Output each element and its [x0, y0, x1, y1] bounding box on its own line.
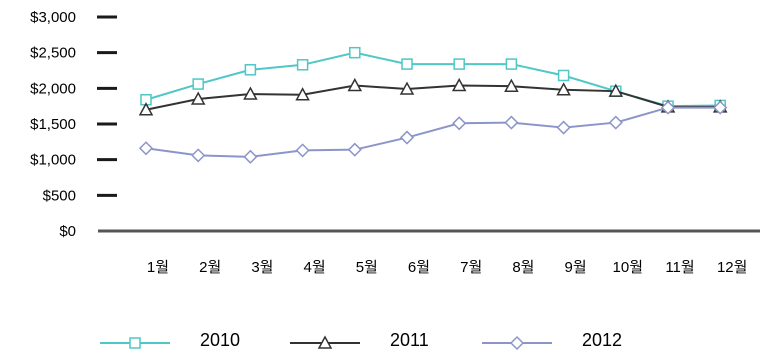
- data-point: [138, 102, 154, 116]
- series-2012: [138, 100, 728, 164]
- x-tick-label: 6월: [408, 259, 430, 276]
- legend-marker: [129, 337, 141, 349]
- legend-label: 2012: [582, 330, 622, 350]
- legend-item: 2012: [482, 330, 622, 351]
- data-point: [399, 81, 415, 95]
- data-point: [557, 69, 570, 82]
- x-tick-label: 10월: [613, 259, 644, 276]
- x-tick-label: 7월: [460, 259, 482, 276]
- data-point: [556, 120, 571, 135]
- data-point: [713, 100, 728, 115]
- x-tick-label: 5월: [356, 259, 378, 276]
- x-tick-label: 11월: [665, 259, 694, 276]
- series-2011: [138, 77, 728, 116]
- data-point: [244, 64, 257, 76]
- data-point: [453, 58, 465, 70]
- data-point: [296, 59, 309, 71]
- data-point: [451, 77, 467, 92]
- data-point: [399, 130, 415, 145]
- data-point: [190, 91, 206, 105]
- legend-item: 2011: [290, 330, 429, 350]
- data-point: [608, 115, 623, 130]
- data-point: [349, 46, 361, 59]
- x-tick-label: 2월: [199, 259, 221, 276]
- legend-label: 2010: [200, 330, 240, 350]
- y-tick-label: $2,500: [30, 45, 76, 62]
- data-point: [243, 86, 258, 100]
- x-tick-label: 3월: [251, 259, 273, 276]
- legend-marker: [509, 335, 525, 351]
- data-point: [608, 83, 624, 97]
- data-point: [660, 100, 676, 115]
- x-tick-label: 4월: [304, 259, 326, 276]
- data-point: [401, 58, 413, 70]
- x-tick-label: 12월: [717, 259, 748, 276]
- x-tick-label: 8월: [512, 259, 534, 276]
- y-tick-label: $2,000: [30, 80, 76, 97]
- data-point: [452, 116, 467, 131]
- data-point: [295, 87, 310, 101]
- data-point: [504, 78, 519, 92]
- y-tick-label: $3,000: [30, 9, 76, 26]
- data-point: [347, 142, 362, 157]
- x-tick-label: 9월: [565, 259, 587, 276]
- y-tick-label: $0: [59, 223, 76, 240]
- data-point: [138, 141, 154, 156]
- data-point: [243, 149, 258, 164]
- data-point: [505, 58, 518, 70]
- legend-marker: [317, 335, 333, 349]
- data-point: [556, 82, 571, 96]
- legend-item: 2010: [100, 330, 240, 350]
- series-line: [145, 84, 721, 111]
- y-tick-label: $1,500: [30, 116, 76, 133]
- series-2010: [140, 46, 726, 112]
- series-line: [145, 51, 721, 108]
- x-tick-label: 1월: [147, 259, 169, 276]
- y-tick-label: $1,000: [30, 152, 76, 169]
- data-point: [192, 78, 204, 90]
- y-tick-label: $500: [43, 187, 76, 204]
- data-point: [295, 143, 310, 158]
- series-line: [145, 106, 721, 158]
- data-point: [347, 77, 363, 92]
- data-point: [191, 148, 206, 163]
- legend-label: 2011: [390, 330, 429, 350]
- data-point: [504, 115, 519, 130]
